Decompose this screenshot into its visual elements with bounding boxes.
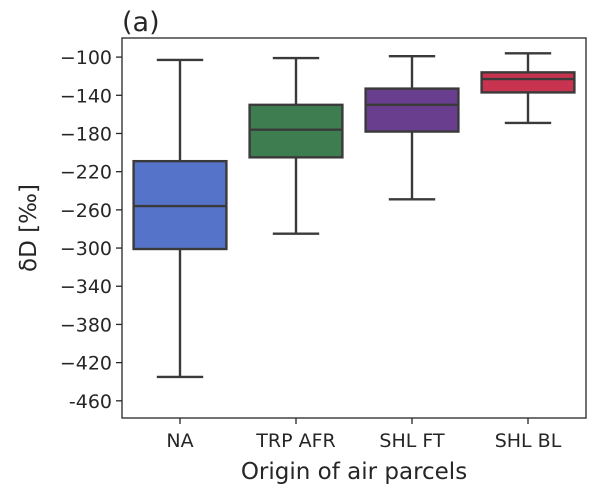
panel-label: (a) bbox=[122, 7, 160, 38]
x-tick-label: SHL FT bbox=[379, 430, 445, 452]
box-shl-bl bbox=[480, 52, 576, 125]
y-axis: −100 −140 −180 −220 −260 −300 −340 −380 −420 -460 bbox=[60, 47, 122, 413]
x-axis: NA TRP AFR SHL FT SHL BL bbox=[166, 418, 562, 452]
y-tick-label: −260 bbox=[60, 200, 112, 222]
y-tick-label: -460 bbox=[69, 391, 112, 413]
x-tick-label: SHL BL bbox=[495, 430, 562, 452]
y-axis-title: δD [‰] bbox=[16, 184, 42, 272]
y-tick-label: −220 bbox=[60, 162, 112, 184]
x-tick-label: TRP AFR bbox=[255, 430, 335, 452]
y-tick-label: −340 bbox=[60, 276, 112, 298]
box-iqr bbox=[364, 87, 460, 133]
box-iqr bbox=[248, 103, 344, 159]
box-shl-ft bbox=[364, 54, 460, 201]
boxes-group bbox=[132, 52, 576, 379]
box-na bbox=[132, 58, 228, 379]
x-tick-label: NA bbox=[166, 430, 193, 452]
x-axis-title: Origin of air parcels bbox=[241, 459, 467, 485]
box-iqr bbox=[480, 71, 576, 94]
y-tick-label: −140 bbox=[60, 85, 112, 107]
y-tick-label: −420 bbox=[60, 353, 112, 375]
y-tick-label: −300 bbox=[60, 238, 112, 260]
box-trp-afr bbox=[248, 56, 344, 235]
y-tick-label: −180 bbox=[60, 123, 112, 145]
y-tick-label: −100 bbox=[60, 47, 112, 69]
y-tick-label: −380 bbox=[60, 314, 112, 336]
plot-area-frame bbox=[121, 37, 587, 419]
